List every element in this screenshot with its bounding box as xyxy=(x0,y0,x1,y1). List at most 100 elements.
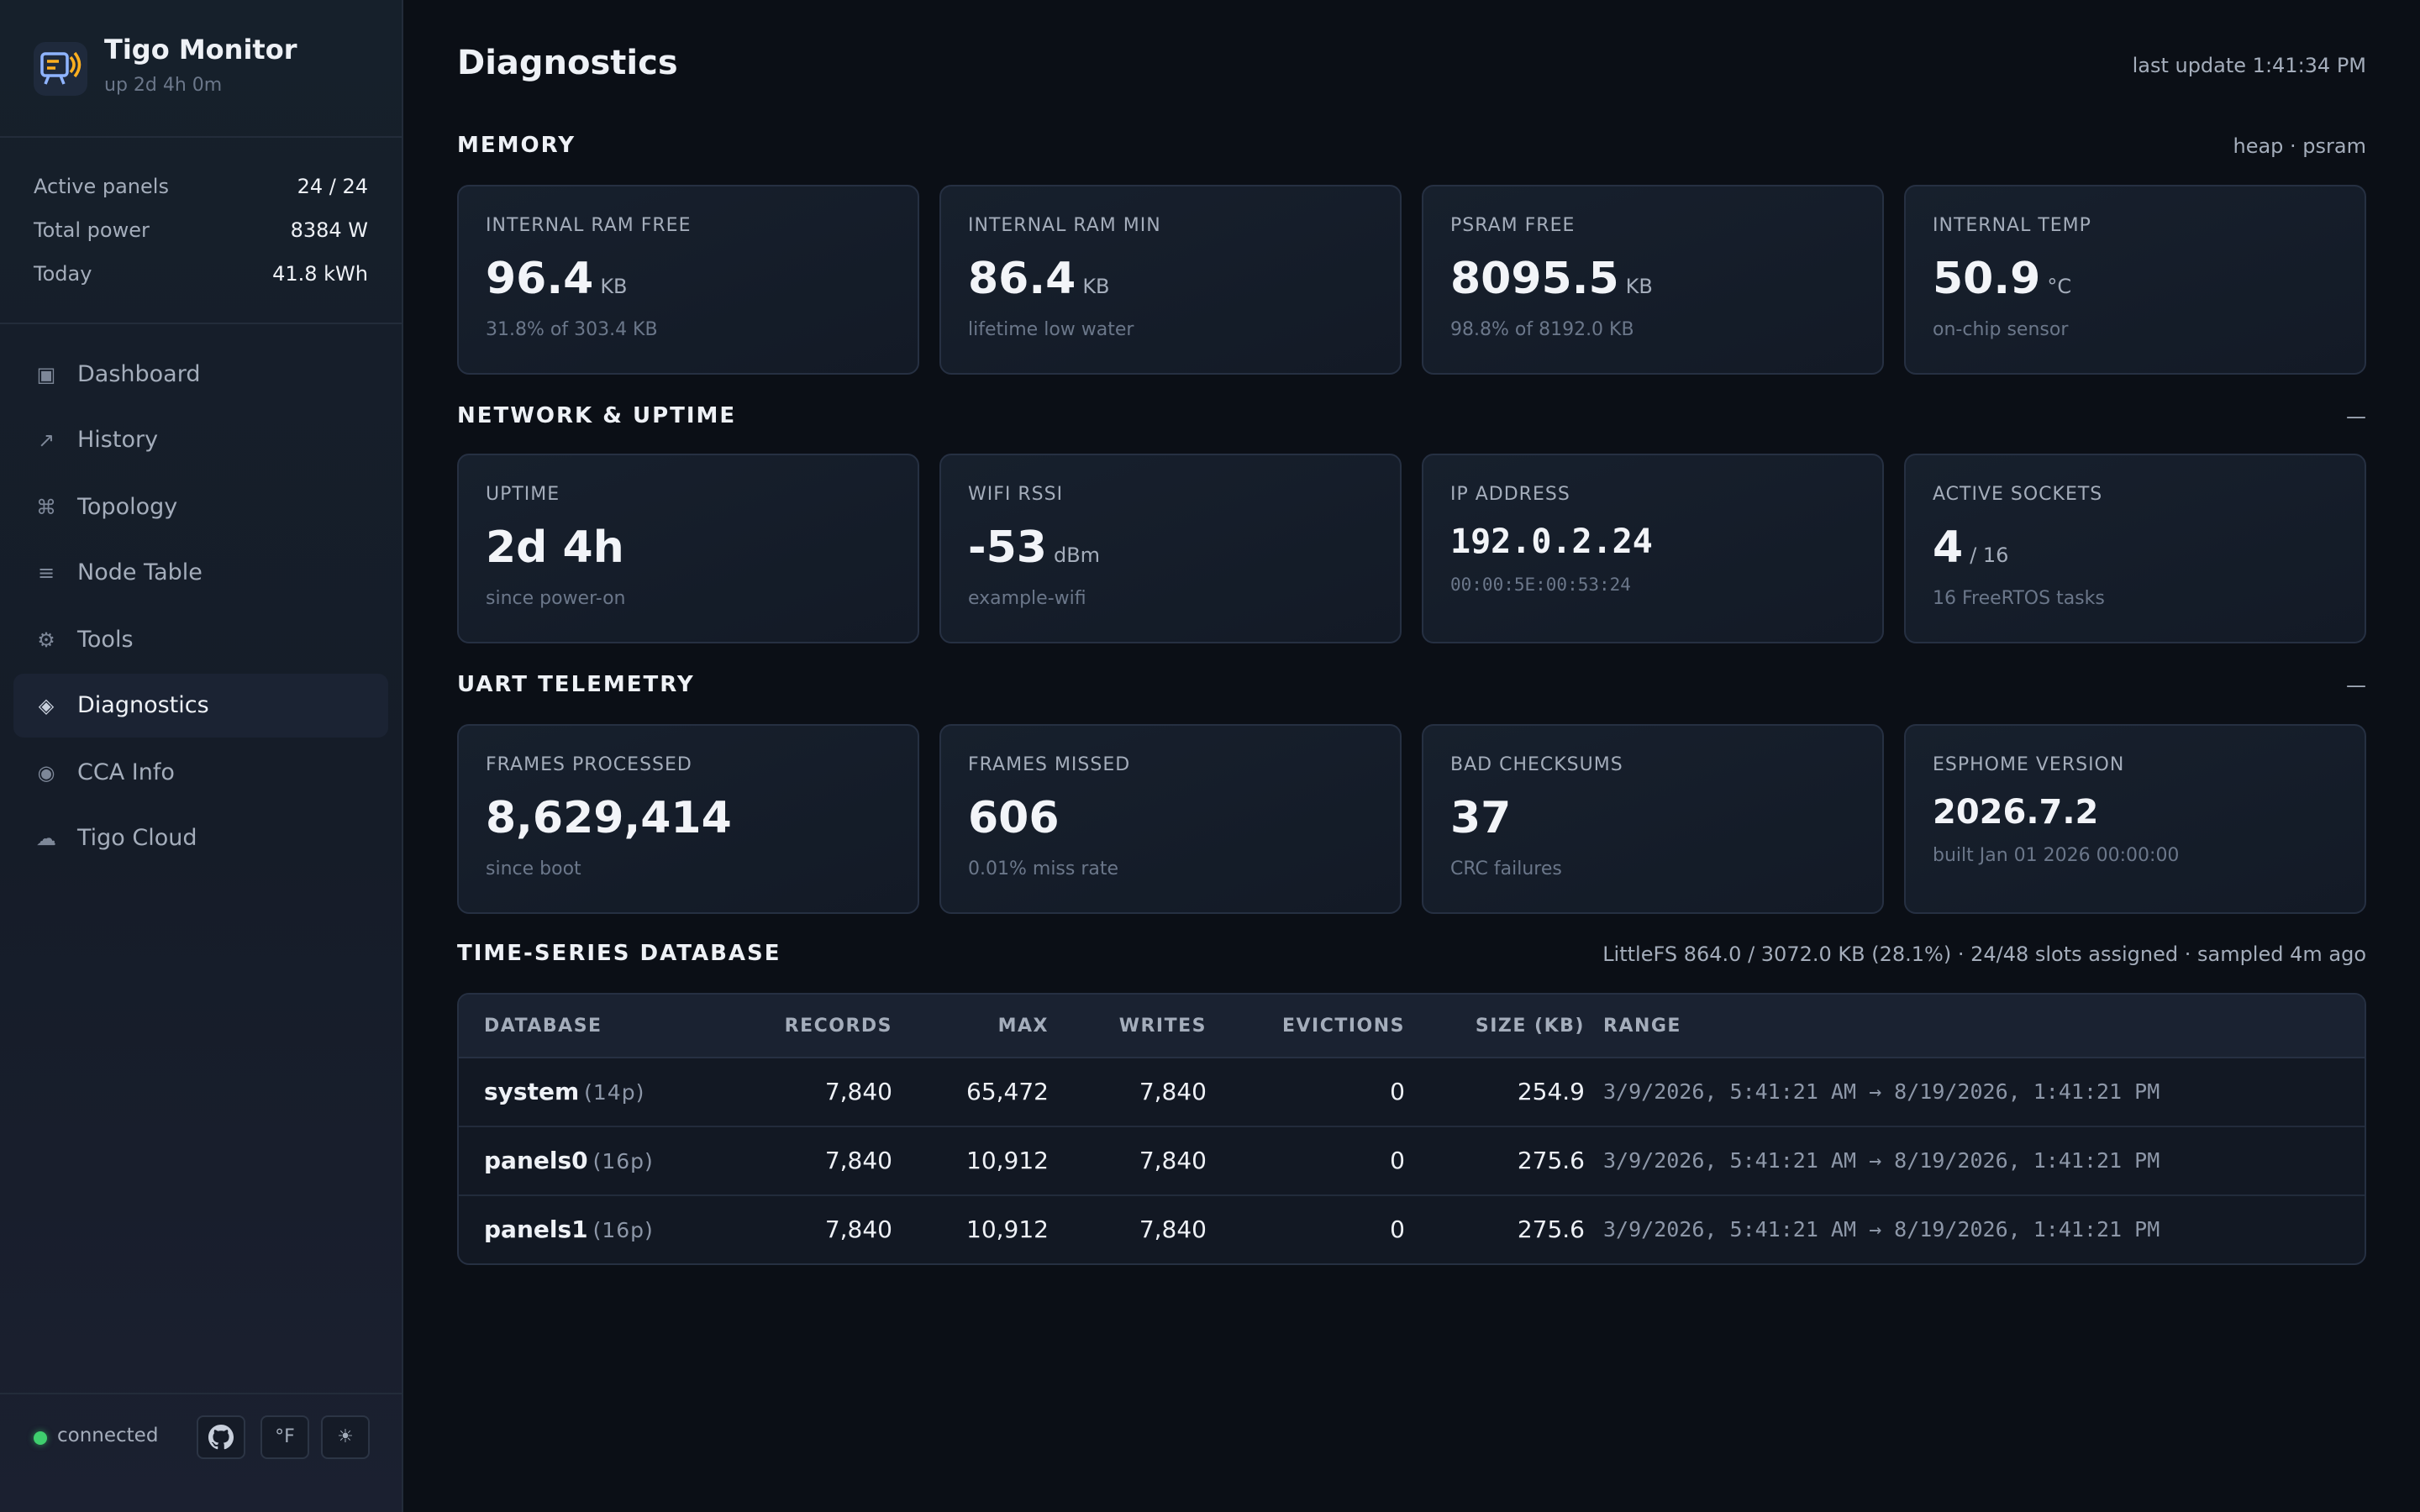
section-title-memory: MEMORY xyxy=(457,133,576,158)
card-label: IP ADDRESS xyxy=(1450,484,1570,505)
card-subtext: 16 FreeRTOS tasks xyxy=(1933,588,2105,609)
size-cell: 254.9 xyxy=(1517,1078,1585,1105)
range-cell: 3/9/2026, 5:41:21 AM → 8/19/2026, 1:41:2… xyxy=(1603,1079,2160,1104)
card-internal-temp: INTERNAL TEMP 50.9 °C on-chip sensor xyxy=(1904,185,2366,375)
sidebar-item-label: Tools xyxy=(77,627,134,653)
theme-toggle-button[interactable]: ☀ xyxy=(321,1415,370,1459)
size-cell: 275.6 xyxy=(1517,1215,1585,1243)
stat-today-energy: Today 41.8 kWh xyxy=(34,257,368,291)
card-value: 8095.5 KB xyxy=(1450,254,1653,304)
metric-unit: °C xyxy=(2047,275,2072,298)
card-label: UPTIME xyxy=(486,484,560,505)
card-value: 37 xyxy=(1450,793,1511,843)
records-cell: 7,840 xyxy=(824,1147,892,1174)
app-title: Tigo Monitor xyxy=(104,34,297,66)
stat-label: Today xyxy=(34,262,92,286)
card-internal-ram-free: INTERNAL RAM FREE 96.4 KB 31.8% of 303.4 … xyxy=(457,185,919,375)
sidebar-item-dashboard[interactable]: ▣ Dashboard xyxy=(13,343,388,407)
card-subtext: since power-on xyxy=(486,588,626,609)
summary-stats: Active panels 24 / 24 Total power 8384 W… xyxy=(0,138,402,324)
column-header: MAX xyxy=(997,1016,1049,1037)
metric-value: 96.4 xyxy=(486,254,594,304)
card-esphome-version: ESPHOME VERSION 2026.7.2 built Jan 01 20… xyxy=(1904,724,2366,914)
sidebar-item-tools[interactable]: ⚙ Tools xyxy=(13,608,388,672)
column-header: RECORDS xyxy=(784,1016,892,1037)
card-subtext: CRC failures xyxy=(1450,858,1562,879)
card-wifi-rssi: WIFI RSSI -53 dBm example-wifi xyxy=(939,454,1402,643)
section-title-tsdb: TIME-SERIES DATABASE xyxy=(457,941,781,966)
card-frames-missed: FRAMES MISSED 606 0.01% miss rate xyxy=(939,724,1402,914)
card-label: INTERNAL RAM MIN xyxy=(968,215,1161,236)
sidebar-item-diagnostics[interactable]: ◈ Diagnostics xyxy=(13,674,388,738)
github-button[interactable] xyxy=(197,1415,245,1459)
table-row: system (14p) 7,840 65,472 7,840 0 254.9 3… xyxy=(459,1058,2365,1127)
card-subtext: 98.8% of 8192.0 KB xyxy=(1450,319,1634,340)
card-subtext: on-chip sensor xyxy=(1933,319,2069,340)
table-row: panels0 (16p) 7,840 10,912 7,840 0 275.6 … xyxy=(459,1127,2365,1196)
section-title-network: NETWORK & UPTIME xyxy=(457,403,737,428)
sidebar-item-node-table[interactable]: ≡ Node Table xyxy=(13,541,388,605)
sidebar-item-label: Node Table xyxy=(77,559,203,585)
column-header: RANGE xyxy=(1603,1016,1681,1037)
card-value: 192.0.2.24 xyxy=(1450,522,1653,561)
card-ip-address: IP ADDRESS 192.0.2.24 00:00:5E:00:53:24 xyxy=(1422,454,1884,643)
page-title: Diagnostics xyxy=(457,44,678,82)
panel-count: (14p) xyxy=(584,1080,645,1105)
card-subtext: example-wifi xyxy=(968,588,1086,609)
history-icon: ↗ xyxy=(37,428,55,452)
temperature-unit-button[interactable]: °F xyxy=(260,1415,309,1459)
card-subtext: 0.01% miss rate xyxy=(968,858,1119,879)
evictions-cell: 0 xyxy=(1390,1215,1405,1243)
card-value: 606 xyxy=(968,793,1060,843)
column-header: SIZE (KB) xyxy=(1475,1016,1585,1037)
card-psram-free: PSRAM FREE 8095.5 KB 98.8% of 8192.0 KB xyxy=(1422,185,1884,375)
metric-value: 50.9 xyxy=(1933,254,2041,304)
sidebar-item-history[interactable]: ↗ History xyxy=(13,408,388,472)
card-subtext: built Jan 01 2026 00:00:00 xyxy=(1933,845,2180,866)
list-icon: ≡ xyxy=(37,561,55,585)
database-name: panels0 xyxy=(484,1147,588,1174)
metric-value: 86.4 xyxy=(968,254,1076,304)
card-subtext: 31.8% of 303.4 KB xyxy=(486,319,658,340)
metric-value: 606 xyxy=(968,793,1060,843)
connection-status: connected xyxy=(57,1425,159,1446)
database-cell: panels1 (16p) xyxy=(484,1196,654,1263)
database-cell: panels0 (16p) xyxy=(484,1127,654,1195)
tigo-logo-icon xyxy=(34,42,87,96)
section-meta-memory: heap · psram xyxy=(2233,134,2367,158)
sidebar-item-label: Dashboard xyxy=(77,361,201,387)
writes-cell: 7,840 xyxy=(1139,1078,1207,1105)
card-label: WIFI RSSI xyxy=(968,484,1064,505)
cloud-icon: ☁ xyxy=(36,827,56,850)
sidebar-item-cca-info[interactable]: ◉ CCA Info xyxy=(13,741,388,805)
records-cell: 7,840 xyxy=(824,1215,892,1243)
card-active-sockets: ACTIVE SOCKETS 4/ 16 16 FreeRTOS tasks xyxy=(1904,454,2366,643)
tsdb-table: DATABASE RECORDS MAX WRITES EVICTIONS SI… xyxy=(457,993,2366,1265)
stat-value: 8384 W xyxy=(290,218,368,242)
card-subtext: since boot xyxy=(486,858,581,879)
sidebar-footer: connected °F ☀ xyxy=(0,1393,402,1512)
writes-cell: 7,840 xyxy=(1139,1215,1207,1243)
sidebar-item-label: Tigo Cloud xyxy=(77,825,197,851)
metric-value: 8,629,414 xyxy=(486,793,732,843)
stat-value: 41.8 kWh xyxy=(272,262,368,286)
records-cell: 7,840 xyxy=(824,1078,892,1105)
range-cell: 3/9/2026, 5:41:21 AM → 8/19/2026, 1:41:2… xyxy=(1603,1148,2160,1173)
stat-active-panels: Active panels 24 / 24 xyxy=(34,170,368,203)
card-value: 2d 4h xyxy=(486,522,624,573)
metric-value: 4 xyxy=(1933,522,1964,573)
panel-count: (16p) xyxy=(592,1218,654,1242)
mac-address: 00:00:5E:00:53:24 xyxy=(1450,575,1631,595)
metric-value: -53 xyxy=(968,522,1047,573)
connection-status-dot xyxy=(34,1431,47,1445)
card-internal-ram-min: INTERNAL RAM MIN 86.4 KB lifetime low wat… xyxy=(939,185,1402,375)
database-name: system xyxy=(484,1078,580,1105)
metric-unit: KB xyxy=(1625,275,1653,298)
sidebar-item-tigo-cloud[interactable]: ☁ Tigo Cloud xyxy=(13,806,388,870)
table-row: panels1 (16p) 7,840 10,912 7,840 0 275.6 … xyxy=(459,1196,2365,1263)
sidebar-item-label: Diagnostics xyxy=(77,692,209,718)
card-value: 96.4 KB xyxy=(486,254,628,304)
sidebar-item-topology[interactable]: ⌘ Topology xyxy=(13,475,388,539)
topology-icon: ⌘ xyxy=(36,496,56,519)
card-value: 86.4 KB xyxy=(968,254,1110,304)
